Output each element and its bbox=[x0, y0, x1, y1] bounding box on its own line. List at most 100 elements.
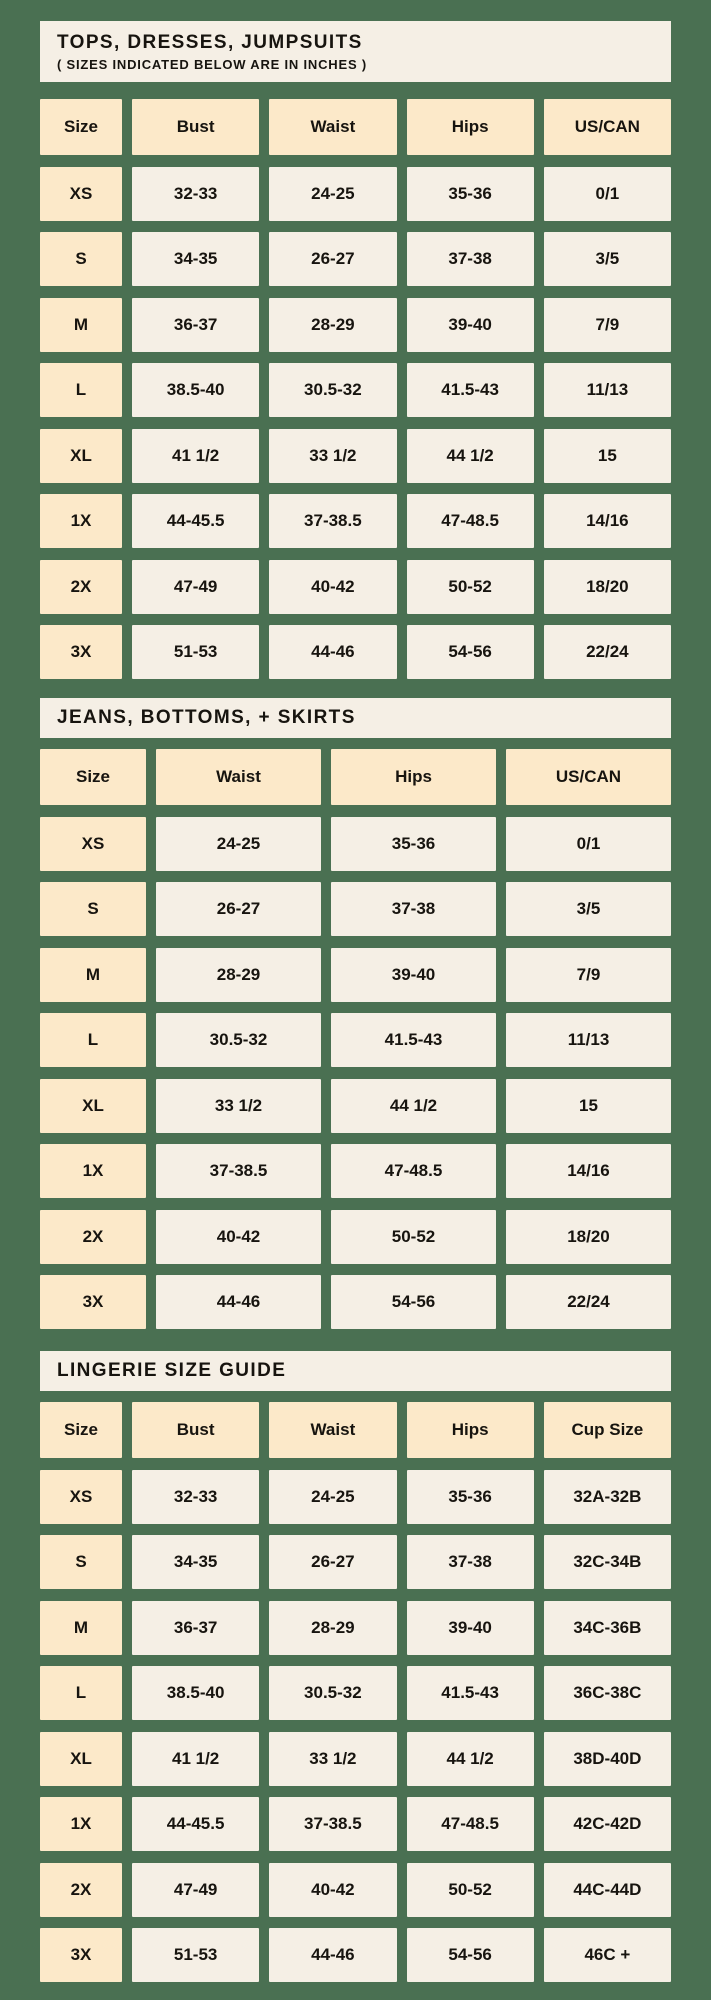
measurement-cell: 35-36 bbox=[406, 166, 534, 221]
measurement-cell: 32C-34B bbox=[543, 1535, 671, 1589]
section-title: LINGERIE SIZE GUIDE bbox=[57, 1360, 287, 1381]
measurement-cell: 34-35 bbox=[132, 1535, 260, 1589]
measurement-cell: 24-25 bbox=[269, 1469, 397, 1524]
column-header: Hips bbox=[406, 99, 534, 155]
measurement-cell: 36-37 bbox=[132, 297, 260, 352]
measurement-cell: 36C-38C bbox=[543, 1666, 671, 1720]
column-header: Size bbox=[40, 749, 146, 805]
measurement-cell: 44 1/2 bbox=[406, 1731, 534, 1786]
measurement-cell: 50-52 bbox=[331, 1209, 496, 1264]
measurement-cell: 38D-40D bbox=[543, 1731, 671, 1786]
measurement-cell: 41.5-43 bbox=[406, 1666, 534, 1720]
measurement-cell: 30.5-32 bbox=[269, 1666, 397, 1720]
size-label-cell: S bbox=[40, 882, 146, 936]
measurement-cell: 51-53 bbox=[132, 625, 260, 679]
column-header: Bust bbox=[132, 1402, 260, 1458]
column-header: Bust bbox=[132, 99, 260, 155]
measurement-cell: 18/20 bbox=[543, 559, 671, 614]
measurement-cell: 39-40 bbox=[406, 1600, 534, 1655]
measurement-cell: 44-45.5 bbox=[132, 1797, 260, 1851]
measurement-cell: 24-25 bbox=[156, 816, 321, 871]
measurement-cell: 15 bbox=[543, 428, 671, 483]
size-label-cell: L bbox=[40, 1666, 122, 1720]
measurement-cell: 33 1/2 bbox=[156, 1078, 321, 1133]
measurement-cell: 22/24 bbox=[506, 1275, 671, 1329]
measurement-cell: 26-27 bbox=[269, 232, 397, 286]
measurement-cell: 22/24 bbox=[543, 625, 671, 679]
measurement-cell: 54-56 bbox=[406, 625, 534, 679]
measurement-cell: 40-42 bbox=[269, 1862, 397, 1917]
column-header: Waist bbox=[156, 749, 321, 805]
measurement-cell: 28-29 bbox=[269, 297, 397, 352]
measurement-cell: 40-42 bbox=[156, 1209, 321, 1264]
column-header: Cup Size bbox=[543, 1402, 671, 1458]
size-label-cell: L bbox=[40, 1013, 146, 1067]
measurement-cell: 7/9 bbox=[506, 947, 671, 1002]
size-table: Size Bust Waist Hips Cup Size XS 32-33 24-25 35-… bbox=[40, 1402, 671, 1982]
section-banner: LINGERIE SIZE GUIDE bbox=[40, 1351, 671, 1391]
measurement-cell: 37-38 bbox=[406, 232, 534, 286]
size-label-cell: XS bbox=[40, 166, 122, 221]
measurement-cell: 47-48.5 bbox=[406, 1797, 534, 1851]
measurement-cell: 50-52 bbox=[406, 559, 534, 614]
size-label-cell: M bbox=[40, 947, 146, 1002]
measurement-cell: 0/1 bbox=[506, 816, 671, 871]
column-header: Size bbox=[40, 1402, 122, 1458]
measurement-cell: 24-25 bbox=[269, 166, 397, 221]
measurement-cell: 28-29 bbox=[269, 1600, 397, 1655]
size-label-cell: S bbox=[40, 232, 122, 286]
section-banner: TOPS, DRESSES, JUMPSUITS ( SIZES INDICAT… bbox=[40, 21, 671, 82]
size-label-cell: 1X bbox=[40, 1144, 146, 1198]
measurement-cell: 50-52 bbox=[406, 1862, 534, 1917]
measurement-cell: 26-27 bbox=[269, 1535, 397, 1589]
section-title: TOPS, DRESSES, JUMPSUITS bbox=[57, 31, 363, 53]
measurement-cell: 33 1/2 bbox=[269, 1731, 397, 1786]
section-banner: JEANS, BOTTOMS, + SKIRTS bbox=[40, 698, 671, 738]
measurement-cell: 34-35 bbox=[132, 232, 260, 286]
measurement-cell: 35-36 bbox=[331, 816, 496, 871]
measurement-cell: 46C + bbox=[543, 1928, 671, 1982]
measurement-cell: 41 1/2 bbox=[132, 428, 260, 483]
column-header: US/CAN bbox=[506, 749, 671, 805]
measurement-cell: 44-46 bbox=[156, 1275, 321, 1329]
size-label-cell: XS bbox=[40, 816, 146, 871]
size-label-cell: 3X bbox=[40, 1928, 122, 1982]
measurement-cell: 18/20 bbox=[506, 1209, 671, 1264]
measurement-cell: 15 bbox=[506, 1078, 671, 1133]
measurement-cell: 54-56 bbox=[331, 1275, 496, 1329]
section-subtitle: ( SIZES INDICATED BELOW ARE IN INCHES ) bbox=[57, 56, 367, 72]
measurement-cell: 41.5-43 bbox=[406, 363, 534, 417]
size-label-cell: 2X bbox=[40, 1209, 146, 1264]
measurement-cell: 44-46 bbox=[269, 1928, 397, 1982]
measurement-cell: 44 1/2 bbox=[406, 428, 534, 483]
measurement-cell: 47-48.5 bbox=[331, 1144, 496, 1198]
measurement-cell: 11/13 bbox=[506, 1013, 671, 1067]
column-header: Hips bbox=[331, 749, 496, 805]
measurement-cell: 47-49 bbox=[132, 1862, 260, 1917]
section-jeans-bottoms-skirts: JEANS, BOTTOMS, + SKIRTS Size Waist Hips US… bbox=[40, 698, 671, 1329]
measurement-cell: 14/16 bbox=[506, 1144, 671, 1198]
measurement-cell: 7/9 bbox=[543, 297, 671, 352]
measurement-cell: 44 1/2 bbox=[331, 1078, 496, 1133]
measurement-cell: 37-38 bbox=[331, 882, 496, 936]
size-label-cell: XL bbox=[40, 1078, 146, 1133]
section-lingerie-size-guide: LINGERIE SIZE GUIDE Size Bust Waist Hips Cup… bbox=[40, 1351, 671, 1982]
measurement-cell: 36-37 bbox=[132, 1600, 260, 1655]
measurement-cell: 32A-32B bbox=[543, 1469, 671, 1524]
measurement-cell: 26-27 bbox=[156, 882, 321, 936]
size-label-cell: 3X bbox=[40, 625, 122, 679]
measurement-cell: 44C-44D bbox=[543, 1862, 671, 1917]
measurement-cell: 32-33 bbox=[132, 1469, 260, 1524]
column-header: Waist bbox=[269, 1402, 397, 1458]
section-title: JEANS, BOTTOMS, + SKIRTS bbox=[57, 707, 356, 728]
column-header: US/CAN bbox=[543, 99, 671, 155]
measurement-cell: 37-38 bbox=[406, 1535, 534, 1589]
measurement-cell: 39-40 bbox=[331, 947, 496, 1002]
measurement-cell: 34C-36B bbox=[543, 1600, 671, 1655]
measurement-cell: 30.5-32 bbox=[156, 1013, 321, 1067]
measurement-cell: 32-33 bbox=[132, 166, 260, 221]
measurement-cell: 28-29 bbox=[156, 947, 321, 1002]
measurement-cell: 3/5 bbox=[506, 882, 671, 936]
measurement-cell: 33 1/2 bbox=[269, 428, 397, 483]
